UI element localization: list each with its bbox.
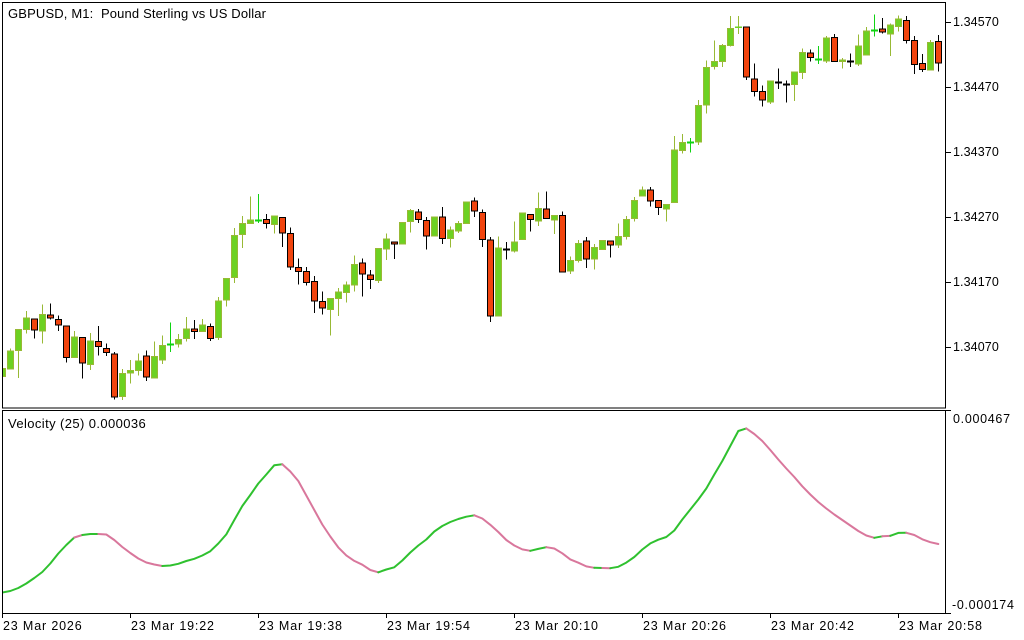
svg-text:1.34170: 1.34170 <box>953 275 999 289</box>
svg-text:-0.000174: -0.000174 <box>952 598 1015 612</box>
svg-text:23 Mar 20:42: 23 Mar 20:42 <box>771 619 855 633</box>
svg-text:GBPUSD, M1: Pound Sterling vs: GBPUSD, M1: Pound Sterling vs US Dollar <box>8 6 267 21</box>
svg-text:1.34370: 1.34370 <box>953 145 999 159</box>
svg-text:1.34070: 1.34070 <box>953 340 999 354</box>
svg-text:23 Mar 2026: 23 Mar 2026 <box>3 619 83 633</box>
svg-text:23 Mar 20:26: 23 Mar 20:26 <box>643 619 727 633</box>
svg-text:23 Mar 19:22: 23 Mar 19:22 <box>131 619 215 633</box>
svg-text:23 Mar 20:10: 23 Mar 20:10 <box>515 619 599 633</box>
svg-text:23 Mar 20:58: 23 Mar 20:58 <box>899 619 983 633</box>
svg-text:1.34570: 1.34570 <box>953 15 999 29</box>
svg-text:Velocity (25) 0.000036: Velocity (25) 0.000036 <box>8 416 146 431</box>
svg-text:0.000467: 0.000467 <box>953 412 1011 426</box>
svg-text:1.34270: 1.34270 <box>953 210 999 224</box>
svg-text:1.34470: 1.34470 <box>953 80 999 94</box>
svg-text:23 Mar 19:38: 23 Mar 19:38 <box>259 619 343 633</box>
svg-text:23 Mar 19:54: 23 Mar 19:54 <box>387 619 471 633</box>
